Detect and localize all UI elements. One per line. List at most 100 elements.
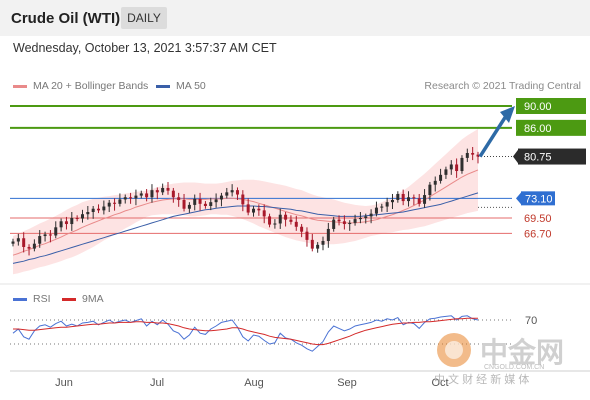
last-price-label-box	[518, 148, 586, 165]
candle-body	[284, 214, 288, 220]
candle-body	[428, 184, 432, 196]
candle-body	[86, 212, 90, 215]
candle-body	[369, 213, 373, 217]
candle-body	[268, 216, 272, 225]
candle-body	[439, 174, 443, 181]
legend-ma20: MA 20 + Bollinger Bands	[13, 80, 148, 92]
candle-body	[342, 221, 346, 225]
candle-body	[465, 152, 469, 158]
candle-body	[97, 208, 101, 211]
resistance-label: 86.00	[524, 123, 552, 135]
resistance-label-box	[516, 98, 586, 114]
candle-body	[118, 199, 122, 204]
candle-body	[348, 222, 352, 225]
candle-body	[177, 197, 181, 200]
candle-body	[337, 219, 341, 222]
moving-average-layer	[12, 169, 479, 264]
pivot-label: 73.10	[525, 193, 553, 205]
candle-body	[22, 238, 26, 247]
rsi-line	[12, 315, 479, 352]
candle-body	[449, 164, 453, 170]
candle-body	[235, 190, 239, 195]
candle-body	[11, 241, 15, 244]
candle-body	[59, 221, 63, 228]
candle-body	[193, 198, 197, 205]
candle-body	[43, 234, 47, 237]
candle-body	[225, 192, 229, 196]
candle-body	[289, 219, 293, 222]
projection-arrow-layer	[478, 106, 515, 158]
candle-body	[16, 238, 20, 242]
candle-body	[113, 202, 117, 204]
header-bar: Crude Oil (WTI) DAILY	[0, 0, 590, 36]
pivot-label-arrow	[516, 191, 522, 206]
pivot-label-box	[521, 191, 555, 206]
candle-body	[380, 206, 384, 208]
candle-body	[139, 193, 143, 196]
candle-body	[150, 190, 154, 198]
x-tick-label: Aug	[244, 377, 264, 389]
ma50-swatch	[156, 84, 170, 88]
candle-body	[364, 216, 368, 219]
candle-body	[171, 190, 175, 198]
candle-body	[396, 193, 400, 200]
candle-body	[460, 157, 464, 172]
candle-body	[198, 198, 202, 204]
timeframe-badge[interactable]: DAILY	[121, 7, 167, 29]
candle-body	[390, 199, 394, 203]
rsi-ma-label: 9MA	[82, 293, 104, 305]
credit-text: Research © 2021 Trading Central	[424, 80, 581, 92]
x-tick-label: Oct	[431, 377, 448, 389]
candle-body	[80, 214, 84, 219]
projection-arrow-head	[500, 106, 515, 123]
instrument-title: Crude Oil (WTI)	[11, 10, 121, 27]
candle-body	[161, 187, 165, 193]
candle-body	[332, 219, 336, 229]
legend-rsi-ma: 9MA	[62, 293, 104, 305]
candle-body	[129, 197, 133, 199]
level-labels-layer: 90.00 86.00 80.75 73.10 69.50 66.70	[513, 98, 586, 240]
chart-date: Wednesday, October 13, 2021 3:57:37 AM C…	[13, 41, 277, 55]
legend-ma50: MA 50	[156, 80, 206, 92]
candle-body	[145, 193, 149, 198]
candle-body	[305, 231, 309, 240]
candle-body	[316, 244, 320, 249]
rsi-panel: 70	[0, 283, 590, 352]
candle-body	[219, 195, 223, 200]
candle-body	[32, 243, 36, 249]
candle-body	[123, 197, 127, 200]
candle-body	[246, 204, 250, 213]
x-axis: Jun Jul Aug Sep Oct	[10, 370, 590, 389]
candle-body	[294, 221, 298, 227]
candle-body	[401, 193, 405, 202]
candle-body	[412, 197, 416, 199]
candle-body	[423, 195, 427, 204]
candle-body	[262, 210, 266, 217]
candle-body	[75, 218, 79, 220]
candle-body	[155, 190, 159, 193]
ma50-label: MA 50	[176, 80, 206, 92]
ma20-label: MA 20 + Bollinger Bands	[33, 80, 149, 92]
x-tick-label: Jun	[55, 377, 73, 389]
candle-body	[417, 198, 421, 204]
support-label: 69.50	[524, 213, 552, 225]
rsi-ma-swatch	[62, 297, 76, 301]
resistance-label-box	[516, 119, 586, 136]
legend-rsi: RSI	[13, 293, 51, 305]
watermark: 中金网 CNGOLD.COM.CN 中 文 财 经 新 媒 体	[432, 330, 582, 390]
candle-body	[134, 195, 138, 199]
candle-body	[252, 208, 256, 213]
candle-body	[166, 187, 170, 191]
candle-body	[433, 180, 437, 185]
candle-body	[27, 246, 31, 249]
projection-arrow-shaft	[478, 115, 508, 158]
candle-body	[444, 169, 448, 175]
overbought-label: 70	[525, 315, 537, 327]
candle-body	[209, 202, 213, 206]
candle-body	[54, 227, 58, 236]
candle-body	[321, 240, 325, 245]
x-tick-label: Sep	[337, 377, 357, 389]
candle-body	[471, 152, 475, 155]
last-price-label-arrow	[513, 148, 519, 165]
rsi-label: RSI	[33, 293, 51, 305]
